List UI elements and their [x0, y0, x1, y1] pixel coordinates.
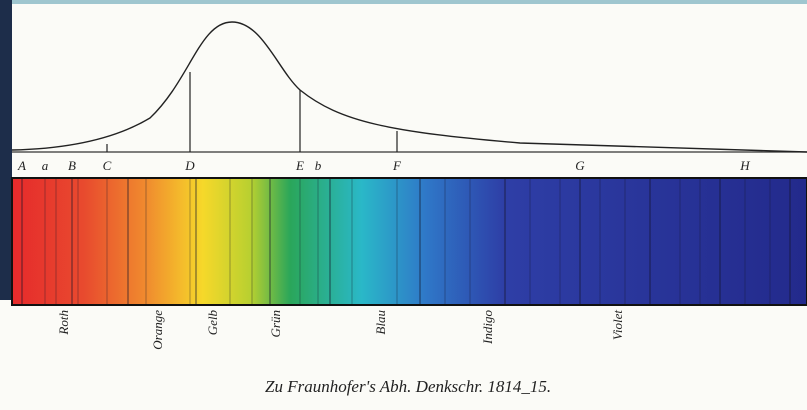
color-label: Roth	[56, 310, 71, 336]
top-edge	[0, 0, 807, 4]
color-label: Indigo	[480, 310, 495, 345]
line-label: C	[103, 158, 112, 173]
line-label: B	[68, 158, 76, 173]
line-label: A	[17, 158, 26, 173]
color-label: Grün	[268, 310, 283, 337]
caption: Zu Fraunhofer's Abh. Denkschr. 1814_15.	[265, 377, 551, 396]
color-label: Orange	[150, 310, 165, 350]
color-label: Blau	[373, 310, 388, 335]
color-label: Violet	[610, 310, 625, 340]
intensity-curve	[11, 21, 807, 153]
spectrum-band	[11, 177, 807, 306]
line-label: H	[739, 158, 750, 173]
line-label: b	[315, 158, 322, 173]
line-label: E	[295, 158, 304, 173]
color-label: Gelb	[205, 310, 220, 336]
line-label: a	[42, 158, 49, 173]
line-label: G	[575, 158, 585, 173]
line-markers	[106, 72, 398, 152]
left-edge	[0, 0, 12, 300]
line-label: D	[184, 158, 195, 173]
line-label: F	[392, 158, 402, 173]
absorption-lines	[21, 179, 791, 304]
